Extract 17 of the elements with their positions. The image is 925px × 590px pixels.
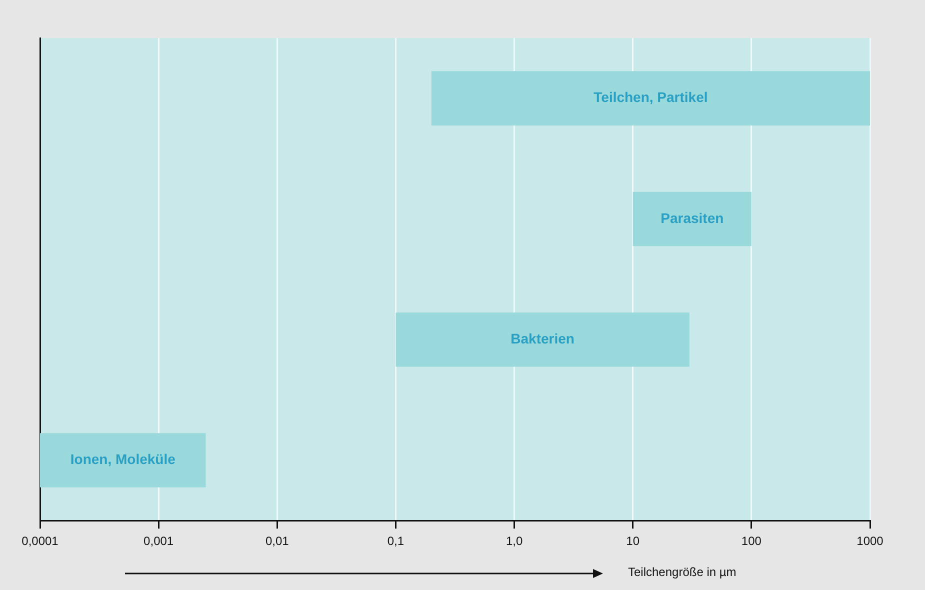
x-axis-title: Teilchengröße in µm — [628, 565, 736, 579]
y-tick-label: Parasiten — [660, 210, 724, 226]
x-tick-label: 0,001 — [144, 534, 174, 548]
bar — [396, 312, 690, 367]
x-tick-label: 10 — [626, 534, 640, 548]
x-tick-label: 1,0 — [506, 534, 523, 548]
y-tick-label: Ionen, Moleküle — [70, 451, 176, 468]
x-tick-label: 1000 — [856, 534, 884, 548]
x-tick-label: 0,0001 — [22, 534, 59, 548]
bar — [632, 192, 752, 246]
bar — [40, 433, 206, 488]
x-tick-label: 0,1 — [387, 534, 404, 548]
x-tick-label: 100 — [741, 534, 762, 548]
y-tick-label: Bakterien — [510, 330, 574, 346]
y-tick-label: Teilchen, Partikel — [594, 89, 708, 106]
x-tick-label: 0,01 — [265, 534, 290, 548]
bar — [431, 71, 870, 126]
